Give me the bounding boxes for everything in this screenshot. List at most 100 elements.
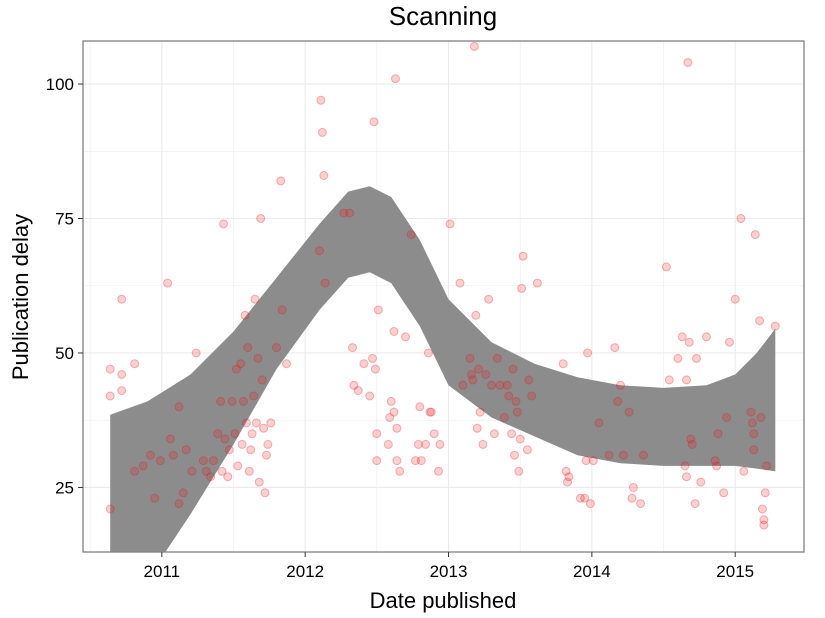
data-point — [532, 278, 542, 288]
data-point — [130, 466, 140, 476]
data-point — [272, 343, 281, 353]
data-point — [702, 332, 711, 342]
data-point — [411, 456, 420, 466]
data-point — [423, 348, 433, 358]
data-point — [755, 316, 765, 326]
x-tick-label: 2011 — [144, 562, 181, 581]
data-point — [682, 472, 691, 482]
data-point — [425, 407, 435, 417]
data-point — [471, 310, 481, 320]
data-point — [736, 214, 746, 223]
data-point — [359, 359, 369, 369]
data-point — [478, 439, 488, 449]
x-tick-label: 2015 — [716, 562, 754, 581]
data-point — [696, 477, 706, 487]
data-point — [594, 418, 604, 428]
data-point — [178, 488, 188, 498]
data-point — [130, 359, 140, 369]
data-point — [467, 370, 476, 379]
data-point — [415, 402, 425, 412]
data-point — [429, 429, 439, 439]
data-point — [392, 456, 402, 466]
data-point — [385, 413, 395, 422]
data-point — [181, 445, 191, 455]
data-point — [187, 466, 197, 476]
data-point — [372, 429, 382, 439]
data-point — [260, 488, 270, 498]
data-point — [757, 504, 767, 514]
data-point — [395, 466, 405, 476]
data-point — [563, 477, 572, 487]
data-point — [416, 456, 426, 466]
data-point — [208, 456, 218, 466]
data-point — [628, 483, 638, 492]
data-point — [499, 413, 509, 422]
data-point — [687, 439, 697, 449]
data-point — [370, 364, 380, 374]
data-point — [710, 456, 720, 466]
data-point — [759, 515, 769, 525]
data-point — [639, 450, 648, 460]
data-point — [276, 176, 286, 186]
data-point — [240, 310, 250, 320]
data-point — [558, 359, 568, 369]
x-tick-label: 2014 — [573, 562, 611, 581]
data-point — [472, 423, 482, 433]
data-point — [138, 461, 148, 471]
data-point — [624, 407, 634, 417]
data-point — [105, 504, 115, 514]
data-point — [719, 488, 729, 498]
data-point — [198, 456, 208, 466]
data-point — [282, 359, 291, 369]
data-point — [348, 343, 357, 353]
data-point — [502, 380, 512, 390]
data-point — [315, 246, 324, 256]
data-point — [618, 450, 628, 460]
data-point — [468, 375, 478, 385]
data-point — [686, 434, 696, 444]
data-point — [604, 450, 614, 460]
data-point — [365, 391, 375, 401]
data-point — [739, 466, 749, 476]
data-point — [155, 456, 165, 466]
data-point — [421, 439, 431, 449]
data-point — [117, 386, 127, 396]
chart-title: Scanning — [389, 1, 497, 31]
data-point — [391, 74, 400, 84]
y-tick-label: 25 — [55, 478, 74, 497]
data-point — [522, 445, 532, 455]
data-point — [749, 445, 759, 455]
data-point — [316, 95, 326, 105]
data-point — [518, 251, 528, 261]
data-point — [223, 472, 233, 482]
data-point — [588, 456, 598, 466]
data-point — [216, 396, 226, 406]
data-point — [613, 396, 623, 406]
data-point — [392, 423, 402, 433]
data-point — [585, 499, 595, 509]
data-point — [725, 337, 734, 347]
data-point — [684, 337, 694, 347]
data-point — [201, 466, 211, 476]
data-point — [722, 413, 732, 422]
data-point — [174, 499, 184, 509]
data-point — [163, 278, 173, 288]
data-point — [677, 332, 687, 342]
data-point — [320, 278, 330, 288]
data-point — [266, 418, 276, 428]
data-point — [105, 364, 115, 374]
data-point — [474, 364, 484, 374]
data-point — [749, 429, 759, 439]
data-point — [191, 348, 201, 358]
data-point — [746, 407, 756, 417]
data-point — [616, 380, 625, 390]
data-point — [239, 396, 248, 406]
data-point — [435, 439, 445, 449]
data-point — [117, 294, 127, 304]
data-point — [389, 327, 399, 336]
data-point — [455, 278, 465, 288]
data-point — [231, 364, 241, 374]
data-point — [224, 445, 234, 455]
data-point — [759, 520, 769, 530]
data-point — [353, 386, 363, 396]
